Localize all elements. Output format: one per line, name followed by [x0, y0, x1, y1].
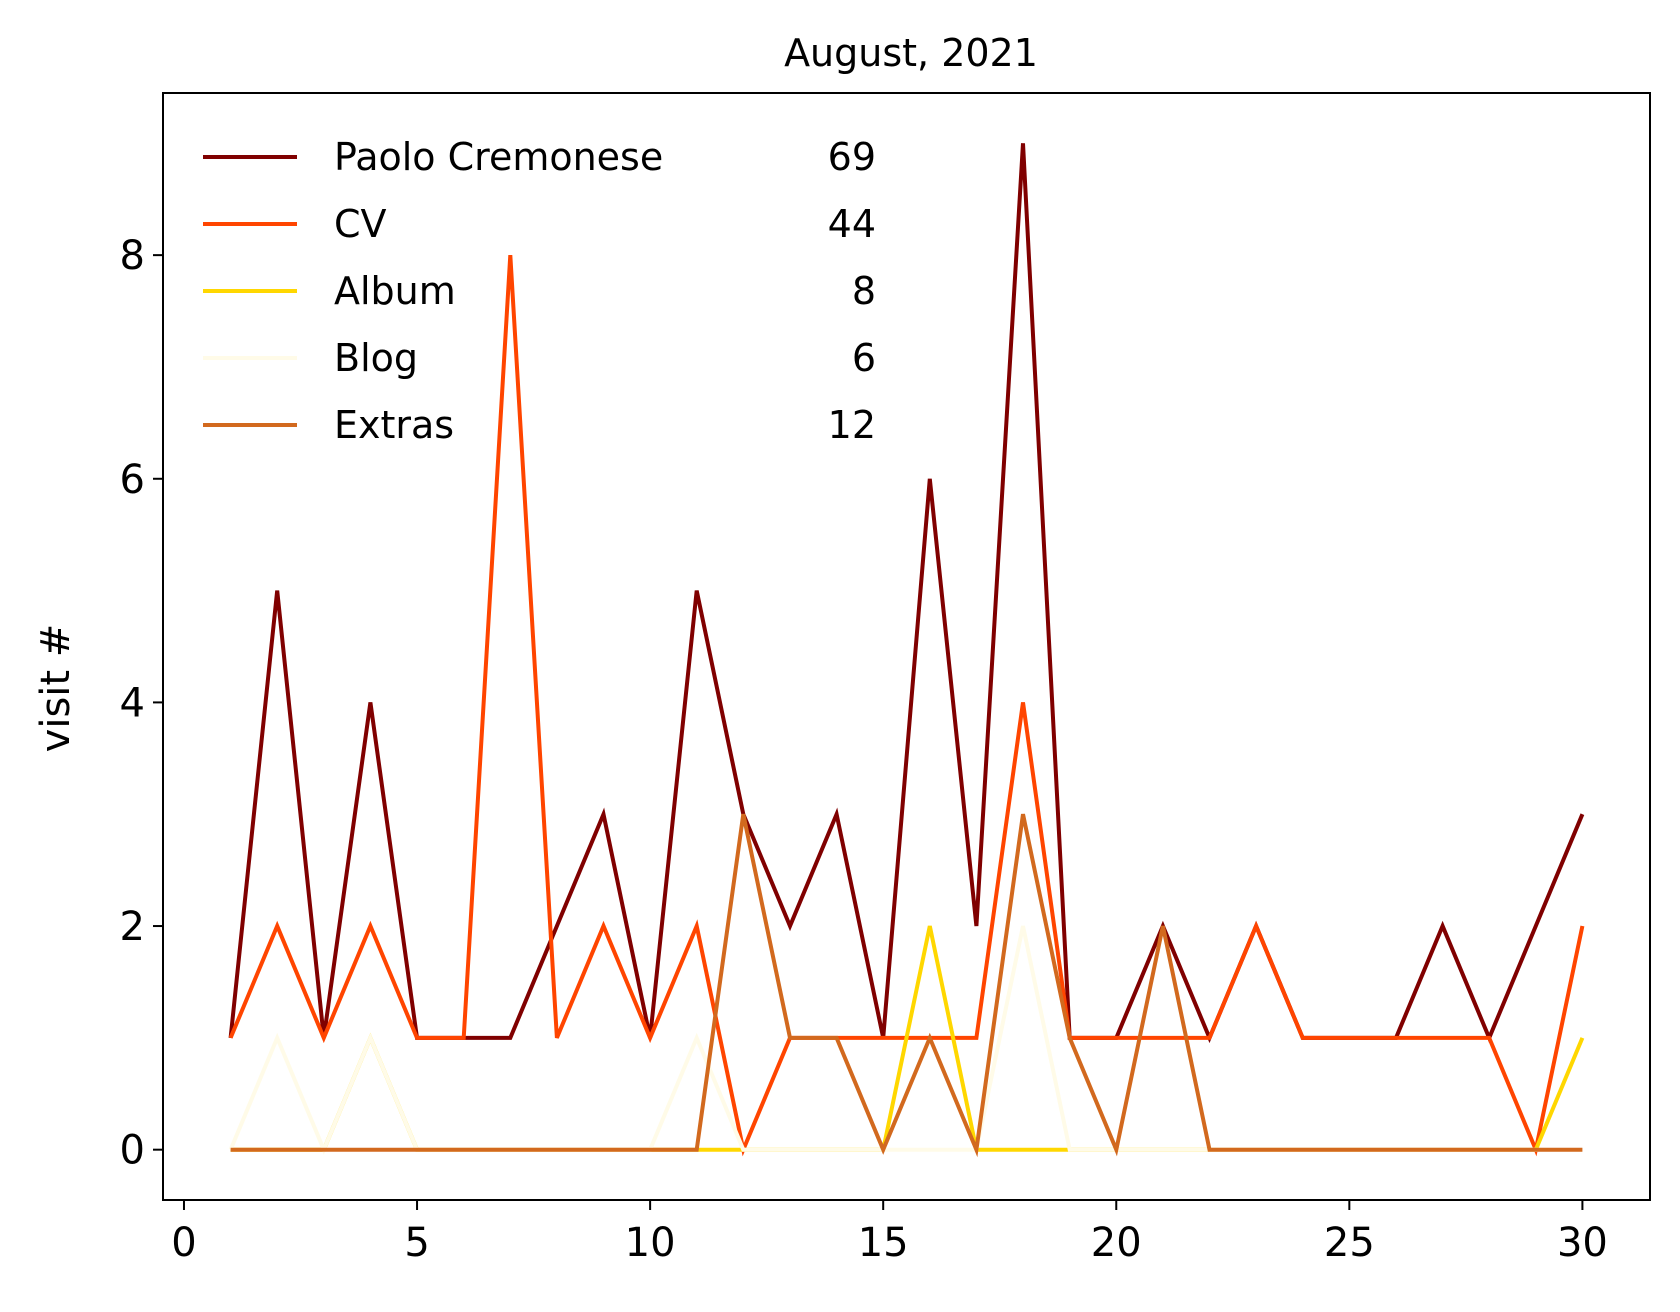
x-tick-label: 0 — [171, 1220, 196, 1266]
legend: Paolo Cremonese 69 CV 44 Album 8 Blog 6 Extras 12 — [203, 135, 876, 447]
chart-title: August, 2021 — [784, 31, 1038, 75]
x-tick-label: 20 — [1091, 1220, 1142, 1266]
legend-label-cv: CV — [334, 202, 387, 246]
axes-layer: 0 5 10 15 20 25 30 0 2 4 6 8 — [120, 92, 1651, 1266]
y-tick-label: 2 — [120, 904, 145, 950]
legend-label-extras: Extras — [334, 403, 454, 447]
y-tick-label: 6 — [120, 457, 145, 503]
series-line-cv — [228, 254, 1585, 1157]
x-tick-label: 10 — [625, 1220, 676, 1266]
y-tick-label: 4 — [120, 680, 145, 726]
series-layer — [228, 143, 1585, 1158]
plot-frame — [162, 92, 1651, 1201]
y-axis-label: visit # — [33, 624, 79, 753]
legend-total-album: 8 — [852, 269, 876, 313]
legend-total-blog: 6 — [852, 336, 876, 380]
y-tick-label: 8 — [120, 233, 145, 279]
x-tick-label: 5 — [404, 1220, 429, 1266]
legend-total-paolo-cremonese: 69 — [828, 135, 876, 179]
y-tick-label: 0 — [120, 1128, 145, 1174]
series-line-extras — [230, 813, 1583, 1158]
legend-label-paolo-cremonese: Paolo Cremonese — [334, 135, 663, 179]
x-tick-label: 30 — [1557, 1220, 1608, 1266]
legend-total-extras: 12 — [828, 403, 876, 447]
x-tick-label: 25 — [1324, 1220, 1375, 1266]
x-tick-label: 15 — [858, 1220, 909, 1266]
legend-total-cv: 44 — [828, 202, 876, 246]
legend-label-album: Album — [334, 269, 456, 313]
legend-label-blog: Blog — [334, 336, 418, 380]
